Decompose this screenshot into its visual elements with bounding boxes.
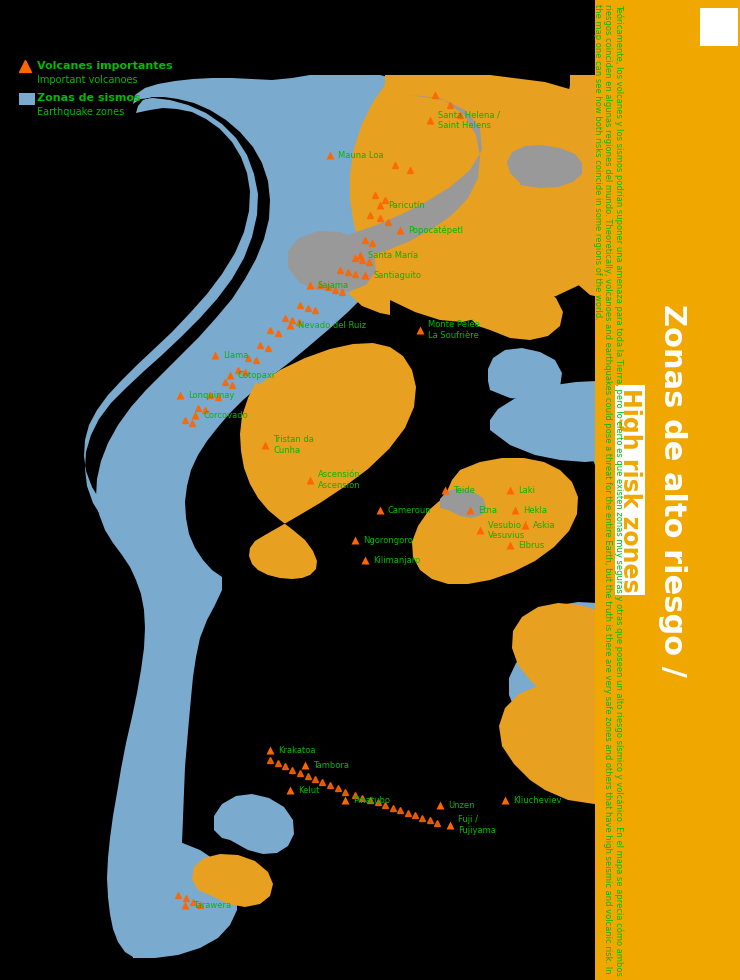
Text: Corcovado: Corcovado: [203, 411, 248, 419]
Polygon shape: [512, 603, 635, 700]
Text: Santiaguito: Santiaguito: [373, 270, 421, 279]
Polygon shape: [214, 794, 294, 854]
Text: Mauna Loa: Mauna Loa: [338, 151, 383, 160]
Polygon shape: [490, 381, 668, 462]
Polygon shape: [464, 277, 563, 340]
Text: Paricutín: Paricutín: [388, 201, 425, 210]
Polygon shape: [350, 75, 677, 318]
Text: Cotopaxi: Cotopaxi: [238, 370, 275, 379]
Polygon shape: [567, 708, 661, 773]
Text: Kliucheviev: Kliucheviev: [513, 796, 562, 805]
Polygon shape: [301, 422, 356, 464]
Polygon shape: [192, 854, 273, 907]
Text: Unzen: Unzen: [448, 801, 474, 809]
Text: Monte Pelée
La Soufrière: Monte Pelée La Soufrière: [428, 320, 480, 340]
Text: Earthquake zones: Earthquake zones: [37, 107, 124, 117]
Text: Llama: Llama: [223, 351, 249, 360]
Text: Zonas de alto riesgo /: Zonas de alto riesgo /: [658, 304, 687, 676]
Polygon shape: [555, 222, 663, 300]
Text: High risk zones: High risk zones: [618, 388, 642, 592]
Polygon shape: [507, 145, 582, 188]
Text: Lonquimay: Lonquimay: [188, 390, 235, 400]
Text: Kelut: Kelut: [298, 786, 320, 795]
Text: Santa María: Santa María: [368, 251, 418, 260]
Text: Santa Helena /
Saint Helens: Santa Helena / Saint Helens: [438, 111, 500, 129]
Text: Tambora: Tambora: [313, 760, 349, 769]
Text: Kilimanjaro: Kilimanjaro: [373, 556, 420, 564]
Polygon shape: [288, 231, 376, 292]
Text: Important volcanoes: Important volcanoes: [37, 75, 138, 85]
Bar: [700, 8, 738, 46]
Text: Volcanes importantes: Volcanes importantes: [37, 61, 172, 71]
Bar: [19, 93, 35, 105]
Text: Pinatubo: Pinatubo: [353, 796, 390, 805]
Polygon shape: [619, 158, 700, 212]
Text: Tristan da
Cunha: Tristan da Cunha: [273, 435, 314, 455]
Text: Tarawera: Tarawera: [193, 901, 231, 909]
Text: Hekla: Hekla: [523, 506, 547, 514]
Text: Elbrus: Elbrus: [518, 541, 544, 550]
Polygon shape: [590, 427, 665, 480]
Polygon shape: [306, 95, 482, 262]
Polygon shape: [528, 602, 662, 700]
Polygon shape: [509, 644, 628, 742]
Text: Laki: Laki: [518, 485, 535, 495]
Polygon shape: [110, 838, 237, 958]
Text: Nevado del Ruiz: Nevado del Ruiz: [298, 320, 366, 329]
Text: Sajama: Sajama: [318, 280, 349, 289]
Text: Cameroun: Cameroun: [388, 506, 431, 514]
Polygon shape: [490, 75, 738, 211]
Text: Zonas de sismos: Zonas de sismos: [37, 93, 141, 103]
Polygon shape: [84, 75, 500, 958]
Text: Ngorongoro: Ngorongoro: [363, 535, 413, 545]
Polygon shape: [499, 682, 662, 804]
Text: Teóricamente, los volcanes y los sismos podrían suponer una amenaza para toda la: Teóricamente, los volcanes y los sismos …: [593, 4, 623, 976]
Polygon shape: [440, 488, 486, 518]
Polygon shape: [346, 242, 496, 322]
Text: Teide: Teide: [453, 485, 475, 495]
Polygon shape: [240, 343, 416, 579]
Polygon shape: [540, 153, 658, 221]
Polygon shape: [437, 141, 602, 256]
Text: Fuji /
Fujiyama: Fuji / Fujiyama: [458, 815, 496, 835]
Text: Vesubio /
Vesuvius: Vesubio / Vesuvius: [488, 520, 526, 540]
Text: Askia: Askia: [533, 520, 556, 529]
Bar: [595, 0, 740, 980]
Text: Popocatépetl: Popocatépetl: [408, 225, 463, 235]
Text: Ascensión
Ascension: Ascensión Ascension: [318, 470, 360, 490]
Polygon shape: [412, 458, 578, 584]
Text: Etna: Etna: [478, 506, 497, 514]
Text: Krakatoa: Krakatoa: [278, 746, 315, 755]
Polygon shape: [488, 348, 562, 400]
